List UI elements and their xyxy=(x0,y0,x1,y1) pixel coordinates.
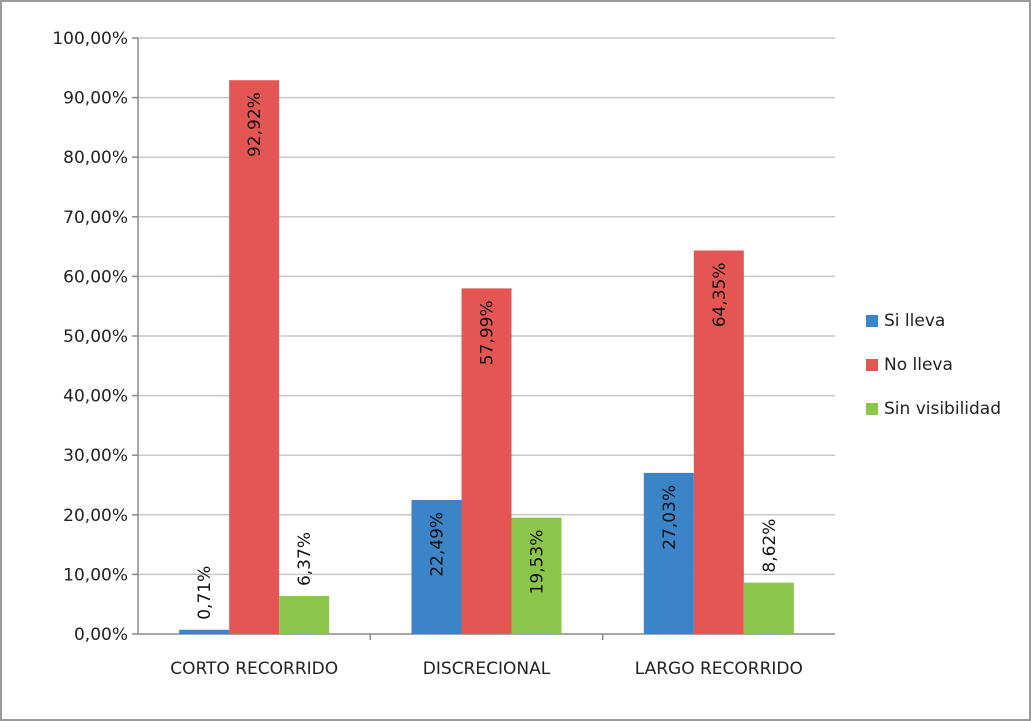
legend-swatch xyxy=(866,315,878,327)
legend-swatch xyxy=(866,403,878,415)
legend-label: Sin visibilidad xyxy=(884,399,1001,419)
y-tick-label: 10,00% xyxy=(63,565,128,585)
legend-swatch xyxy=(866,359,878,371)
y-tick-label: 70,00% xyxy=(63,208,128,228)
y-tick-label: 90,00% xyxy=(63,89,128,109)
data-label: 8,62% xyxy=(760,519,780,573)
y-tick-label: 0,00% xyxy=(74,625,128,645)
y-tick-label: 20,00% xyxy=(63,506,128,526)
data-label: 19,53% xyxy=(528,530,548,595)
y-tick-label: 40,00% xyxy=(63,387,128,407)
legend-label: No lleva xyxy=(884,355,953,375)
data-label: 57,99% xyxy=(478,300,498,365)
data-label: 64,35% xyxy=(710,262,730,327)
x-tick-label: DISCRECIONAL xyxy=(423,659,551,679)
data-label: 0,71% xyxy=(195,566,215,620)
y-tick-label: 80,00% xyxy=(63,148,128,168)
bar xyxy=(229,80,279,634)
legend-label: Si lleva xyxy=(884,311,945,331)
bar xyxy=(279,596,329,634)
x-tick-label: LARGO RECORRIDO xyxy=(635,659,803,679)
y-tick-label: 100,00% xyxy=(52,29,128,49)
bar xyxy=(744,583,794,634)
data-label: 22,49% xyxy=(428,512,448,577)
y-tick-label: 60,00% xyxy=(63,267,128,287)
data-label: 6,37% xyxy=(295,532,315,586)
bar xyxy=(179,630,229,634)
y-tick-label: 30,00% xyxy=(63,446,128,466)
x-tick-label: CORTO RECORRIDO xyxy=(170,659,338,679)
y-tick-label: 50,00% xyxy=(63,327,128,347)
data-label: 92,92% xyxy=(245,92,265,157)
data-label: 27,03% xyxy=(660,485,680,550)
